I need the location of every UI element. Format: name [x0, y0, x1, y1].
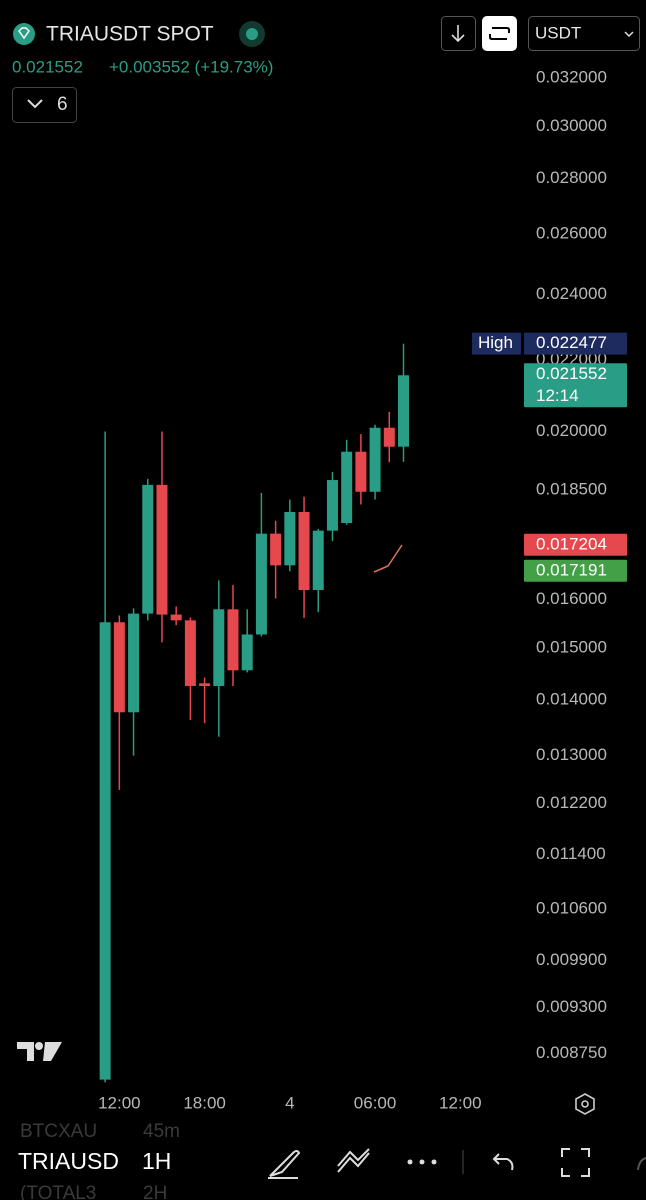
price-label-value: 0.022477 [536, 333, 607, 352]
candle-body [355, 451, 367, 492]
y-tick-label: 0.010600 [536, 899, 607, 918]
indicators-toggle[interactable] [12, 87, 77, 123]
candle-body [184, 620, 196, 686]
price-label-box [524, 533, 627, 556]
watchlist-symbol[interactable]: BTCXAU [20, 1121, 97, 1142]
y-tick-label: 0.026000 [536, 224, 607, 243]
price-label-value: 0.021552 [536, 364, 607, 383]
tv-logo-dot [35, 1042, 43, 1050]
price-label-name-box [472, 332, 521, 355]
candle-body [312, 530, 324, 591]
price-label-box [524, 559, 627, 582]
price-countdown: 12:14 [536, 386, 579, 405]
candle-body [255, 533, 267, 635]
candle-body [298, 512, 310, 591]
candle-body [199, 683, 211, 686]
logo-gem [18, 27, 30, 40]
y-tick-label: 0.009300 [536, 997, 607, 1016]
y-tick-label: 0.015000 [536, 637, 607, 656]
status-dot [246, 28, 258, 40]
x-tick-label: 18:00 [183, 1093, 226, 1112]
symbol-title[interactable]: TRIAUSDT SPOT [46, 23, 214, 46]
price-change: +0.003552 (+19.73%) [109, 57, 273, 76]
symbol-logo [13, 23, 35, 45]
x-tick-label: 12:00 [98, 1093, 141, 1112]
y-tick-label: 0.016000 [536, 589, 607, 608]
y-tick-label: 0.024000 [536, 284, 607, 303]
candle-body [128, 613, 140, 713]
last-price: 0.021552 [12, 57, 83, 76]
download-icon [451, 25, 465, 43]
y-tick-label: 0.030000 [536, 116, 607, 135]
more-dot[interactable] [431, 1159, 437, 1165]
candle-body [326, 480, 338, 531]
chevron [27, 99, 43, 109]
candle-body [170, 614, 182, 621]
candle-body [284, 512, 296, 566]
candle-body [213, 609, 225, 686]
replay-button[interactable] [482, 16, 517, 51]
price-label-name: High [478, 333, 513, 352]
indicators-count: 6 [57, 94, 68, 115]
candle-body [270, 533, 282, 566]
price-label-value: 0.017204 [536, 534, 607, 553]
settings-core [581, 1100, 589, 1108]
x-tick-label: 4 [285, 1093, 294, 1112]
partial-icon [637, 1157, 646, 1171]
y-tick-label: 0.018500 [536, 480, 607, 499]
y-tick-label: 0.014000 [536, 689, 607, 708]
candle-body [227, 609, 239, 671]
y-tick-label: 0.008750 [536, 1043, 607, 1062]
y-tick-label: 0.012200 [536, 793, 607, 812]
candle-body [156, 484, 168, 615]
candle-body [383, 427, 395, 447]
trend-tool[interactable] [337, 1148, 370, 1173]
x-tick-label: 06:00 [354, 1093, 397, 1112]
candle-body [241, 634, 253, 671]
watchlist-interval: 1H [142, 1148, 171, 1174]
x-tick-label: 12:00 [439, 1093, 482, 1112]
replay-icon [489, 27, 510, 40]
watchlist-interval: 2H [143, 1183, 167, 1200]
y-tick-label: 0.032000 [536, 67, 607, 86]
y-tick-label: 0.011400 [536, 844, 606, 863]
watchlist-symbol[interactable]: (TOTAL3 [20, 1183, 96, 1200]
user-drawing[interactable] [373, 544, 403, 573]
price-label-value: 0.017191 [536, 560, 607, 579]
more-dot[interactable] [419, 1159, 425, 1165]
candle-body [99, 622, 111, 1080]
y-tick-label: 0.028000 [536, 168, 607, 187]
currency: USDT [535, 23, 581, 42]
candle-body [397, 375, 409, 447]
candle-body [341, 451, 353, 523]
settings-icon[interactable] [575, 1093, 595, 1115]
fullscreen-icon[interactable] [561, 1148, 590, 1177]
draw-tool[interactable] [268, 1150, 301, 1179]
download-button[interactable] [441, 16, 476, 51]
y-tick-label: 0.013000 [536, 745, 607, 764]
select-chevron [624, 31, 634, 38]
candle-body [113, 622, 125, 713]
y-tick-label: 0.020000 [536, 421, 607, 440]
y-tick-label: 0.009900 [536, 950, 607, 969]
tv-logo [17, 1042, 62, 1061]
price-label-box [524, 332, 627, 355]
watchlist-symbol[interactable]: TRIAUSD [18, 1148, 119, 1174]
undo-icon[interactable] [492, 1153, 514, 1171]
candle-body [142, 484, 154, 614]
price-label-box [524, 363, 627, 408]
watchlist-interval: 45m [143, 1121, 180, 1142]
currency-select[interactable] [528, 16, 640, 51]
candle-body [369, 427, 381, 492]
more-dot[interactable] [407, 1159, 413, 1165]
